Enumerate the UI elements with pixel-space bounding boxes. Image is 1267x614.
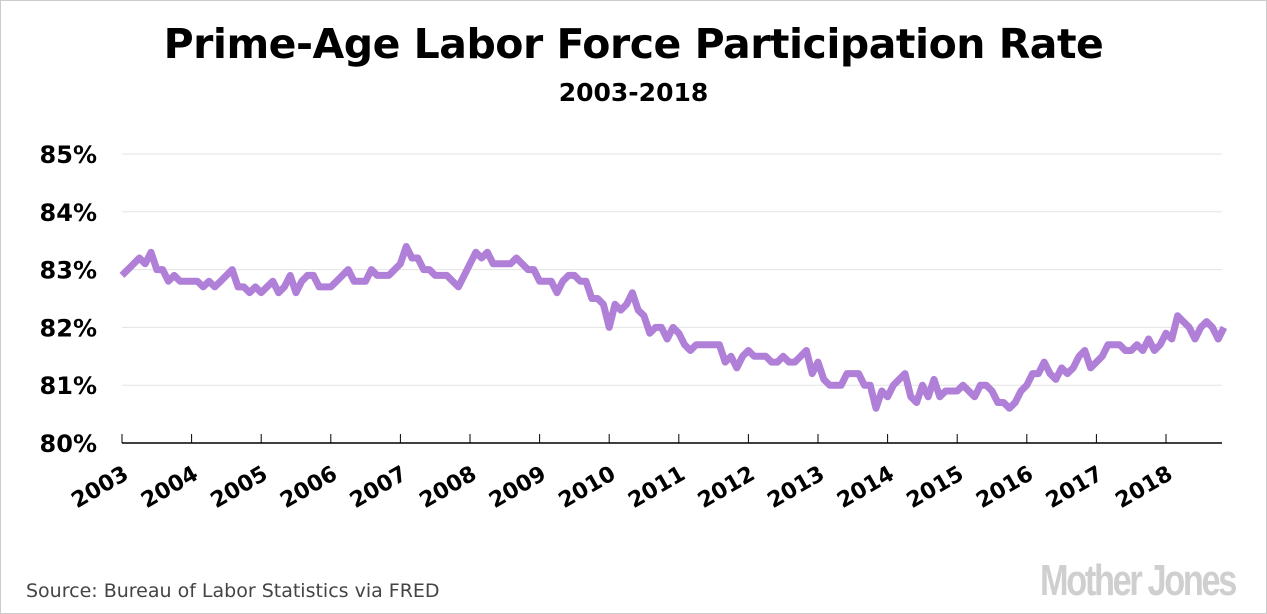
x-tick-label: 2018 [1111, 462, 1177, 514]
x-tick-label: 2007 [346, 462, 412, 514]
series-layer [119, 243, 1228, 412]
y-tick-label: 82% [40, 314, 97, 342]
series-line-prime-age-lfpr [119, 243, 1228, 412]
chart-subtitle: 2003-2018 [558, 78, 709, 107]
x-tick-label: 2015 [903, 462, 969, 514]
y-tick-label: 80% [40, 430, 97, 458]
y-tick-label: 84% [40, 199, 97, 227]
y-tick-label: 81% [40, 372, 97, 400]
x-tick-label: 2009 [485, 462, 551, 514]
x-tick-label: 2003 [67, 462, 133, 514]
x-tick-label: 2014 [833, 462, 899, 514]
x-tick-label: 2011 [624, 462, 690, 514]
chart-title: Prime-Age Labor Force Participation Rate [163, 20, 1104, 68]
x-tick-label: 2017 [1042, 462, 1108, 514]
y-axis-ticks: 80% 81% 82% 83% 84% 85% [40, 141, 97, 458]
source-note: Source: Bureau of Labor Statistics via F… [26, 580, 440, 602]
y-tick-label: 85% [40, 141, 97, 169]
x-tick-label: 2010 [555, 462, 621, 514]
gridlines [122, 153, 1222, 386]
y-tick-label: 83% [40, 257, 97, 285]
x-tick-label: 2004 [137, 462, 203, 514]
brand-logo: Mother Jones [1039, 556, 1237, 605]
x-tick-label: 2008 [415, 462, 481, 514]
x-tick-label: 2005 [207, 462, 273, 514]
x-tick-label: 2012 [694, 462, 760, 514]
x-axis: 2003 2004 2005 2006 2007 2008 2009 2010 2011 2012… [67, 434, 1222, 514]
x-tick-label: 2006 [276, 462, 342, 514]
x-tick-label: 2016 [972, 462, 1038, 514]
x-tick-label: 2013 [763, 462, 829, 514]
